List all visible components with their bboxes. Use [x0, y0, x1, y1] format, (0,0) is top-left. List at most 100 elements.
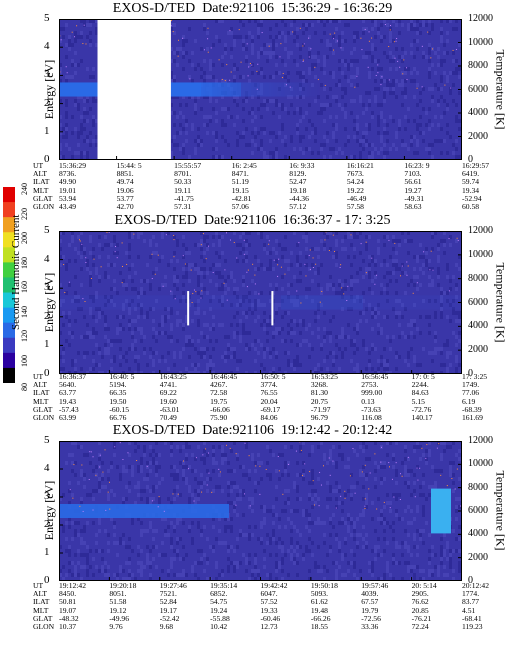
noise-cell: [59, 283, 62, 287]
noise-cell: [227, 565, 230, 569]
noise-cell: [221, 283, 224, 287]
noise-cell: [371, 517, 374, 521]
noise-cell: [128, 573, 131, 577]
noise-cell: [236, 453, 239, 457]
noise-cell: [431, 573, 434, 577]
noise-cell: [110, 367, 113, 371]
noise-cell: [371, 55, 374, 59]
noise-cell: [368, 155, 371, 159]
noise-cell: [395, 279, 398, 283]
noise-cell: [80, 541, 83, 545]
noise-cell: [404, 307, 407, 311]
noise-cell: [434, 351, 437, 355]
noise-cell: [212, 525, 215, 529]
noise-cell: [449, 71, 452, 75]
noise-cell: [317, 477, 320, 481]
noise-cell: [410, 23, 413, 27]
table-cell: 19.34: [462, 185, 480, 195]
noise-cell: [398, 123, 401, 127]
noise-cell: [101, 461, 104, 465]
noise-cell: [404, 545, 407, 549]
noise-cell: [287, 267, 290, 271]
noise-cell: [299, 473, 302, 477]
speckle: [454, 488, 456, 490]
noise-cell: [425, 449, 428, 453]
noise-cell: [248, 469, 251, 473]
speckle: [448, 290, 450, 292]
table-row: GLON 43.49 42.70 57.31 57.06 57.12 57.58 58.63 6…: [0, 203, 505, 211]
table-cell: 66.76: [109, 413, 127, 422]
noise-cell: [188, 155, 191, 159]
noise-cell: [212, 445, 215, 449]
noise-cell: [299, 271, 302, 275]
noise-cell: [59, 123, 62, 127]
band-column: [181, 504, 183, 518]
noise-cell: [173, 143, 176, 147]
speckle: [455, 48, 457, 50]
table-cell: 57.12: [289, 202, 307, 211]
noise-cell: [422, 541, 425, 545]
noise-cell: [170, 339, 173, 343]
speckle: [64, 291, 66, 293]
table-cell: -41.75: [174, 193, 194, 203]
noise-cell: [182, 267, 185, 271]
noise-cell: [194, 103, 197, 107]
speckle: [277, 264, 279, 266]
noise-cell: [89, 43, 92, 47]
noise-cell: [173, 75, 176, 79]
noise-cell: [113, 441, 116, 445]
noise-cell: [179, 517, 182, 521]
noise-cell: [155, 331, 158, 335]
noise-cell: [140, 549, 143, 553]
noise-cell: [149, 239, 152, 243]
speckle: [243, 493, 245, 495]
noise-cell: [446, 371, 449, 374]
noise-cell: [296, 95, 299, 99]
noise-cell: [182, 235, 185, 239]
y-tick-label: 0: [44, 153, 50, 165]
speckle: [328, 250, 330, 252]
table-cell: 19:42:42: [260, 581, 288, 590]
noise-cell: [296, 107, 299, 111]
spectrogram: [59, 441, 462, 581]
noise-cell: [113, 355, 116, 359]
table-cell: 19.18: [289, 185, 307, 195]
noise-cell: [350, 75, 353, 79]
noise-cell: [449, 553, 452, 557]
noise-cell: [215, 147, 218, 151]
speckle: [323, 465, 325, 467]
noise-cell: [170, 259, 173, 263]
noise-cell: [386, 79, 389, 83]
band-column: [321, 295, 323, 310]
noise-cell: [341, 239, 344, 243]
noise-cell: [182, 151, 185, 155]
speckle: [136, 460, 138, 462]
noise-cell: [113, 521, 116, 525]
noise-cell: [299, 343, 302, 347]
noise-cell: [446, 291, 449, 295]
noise-cell: [431, 143, 434, 147]
noise-cell: [260, 67, 263, 71]
noise-cell: [329, 275, 332, 279]
noise-cell: [167, 569, 170, 573]
noise-cell: [182, 51, 185, 55]
noise-cell: [455, 115, 458, 119]
noise-cell: [368, 561, 371, 565]
noise-cell: [416, 529, 419, 533]
noise-cell: [392, 521, 395, 525]
noise-cell: [452, 71, 455, 75]
noise-cell: [350, 287, 353, 291]
speckle: [425, 457, 427, 459]
noise-cell: [107, 275, 110, 279]
noise-cell: [329, 371, 332, 374]
noise-cell: [83, 315, 86, 319]
noise-cell: [383, 275, 386, 279]
noise-cell: [122, 577, 125, 581]
table-cell: 33.36: [361, 622, 379, 631]
noise-cell: [338, 565, 341, 569]
noise-cell: [185, 275, 188, 279]
noise-cell: [350, 485, 353, 489]
band-column: [61, 295, 63, 310]
noise-cell: [200, 143, 203, 147]
table-row: MLT 19.07 19.12 19.17 19.24 19.33 19.48 19.79 20…: [0, 606, 505, 615]
